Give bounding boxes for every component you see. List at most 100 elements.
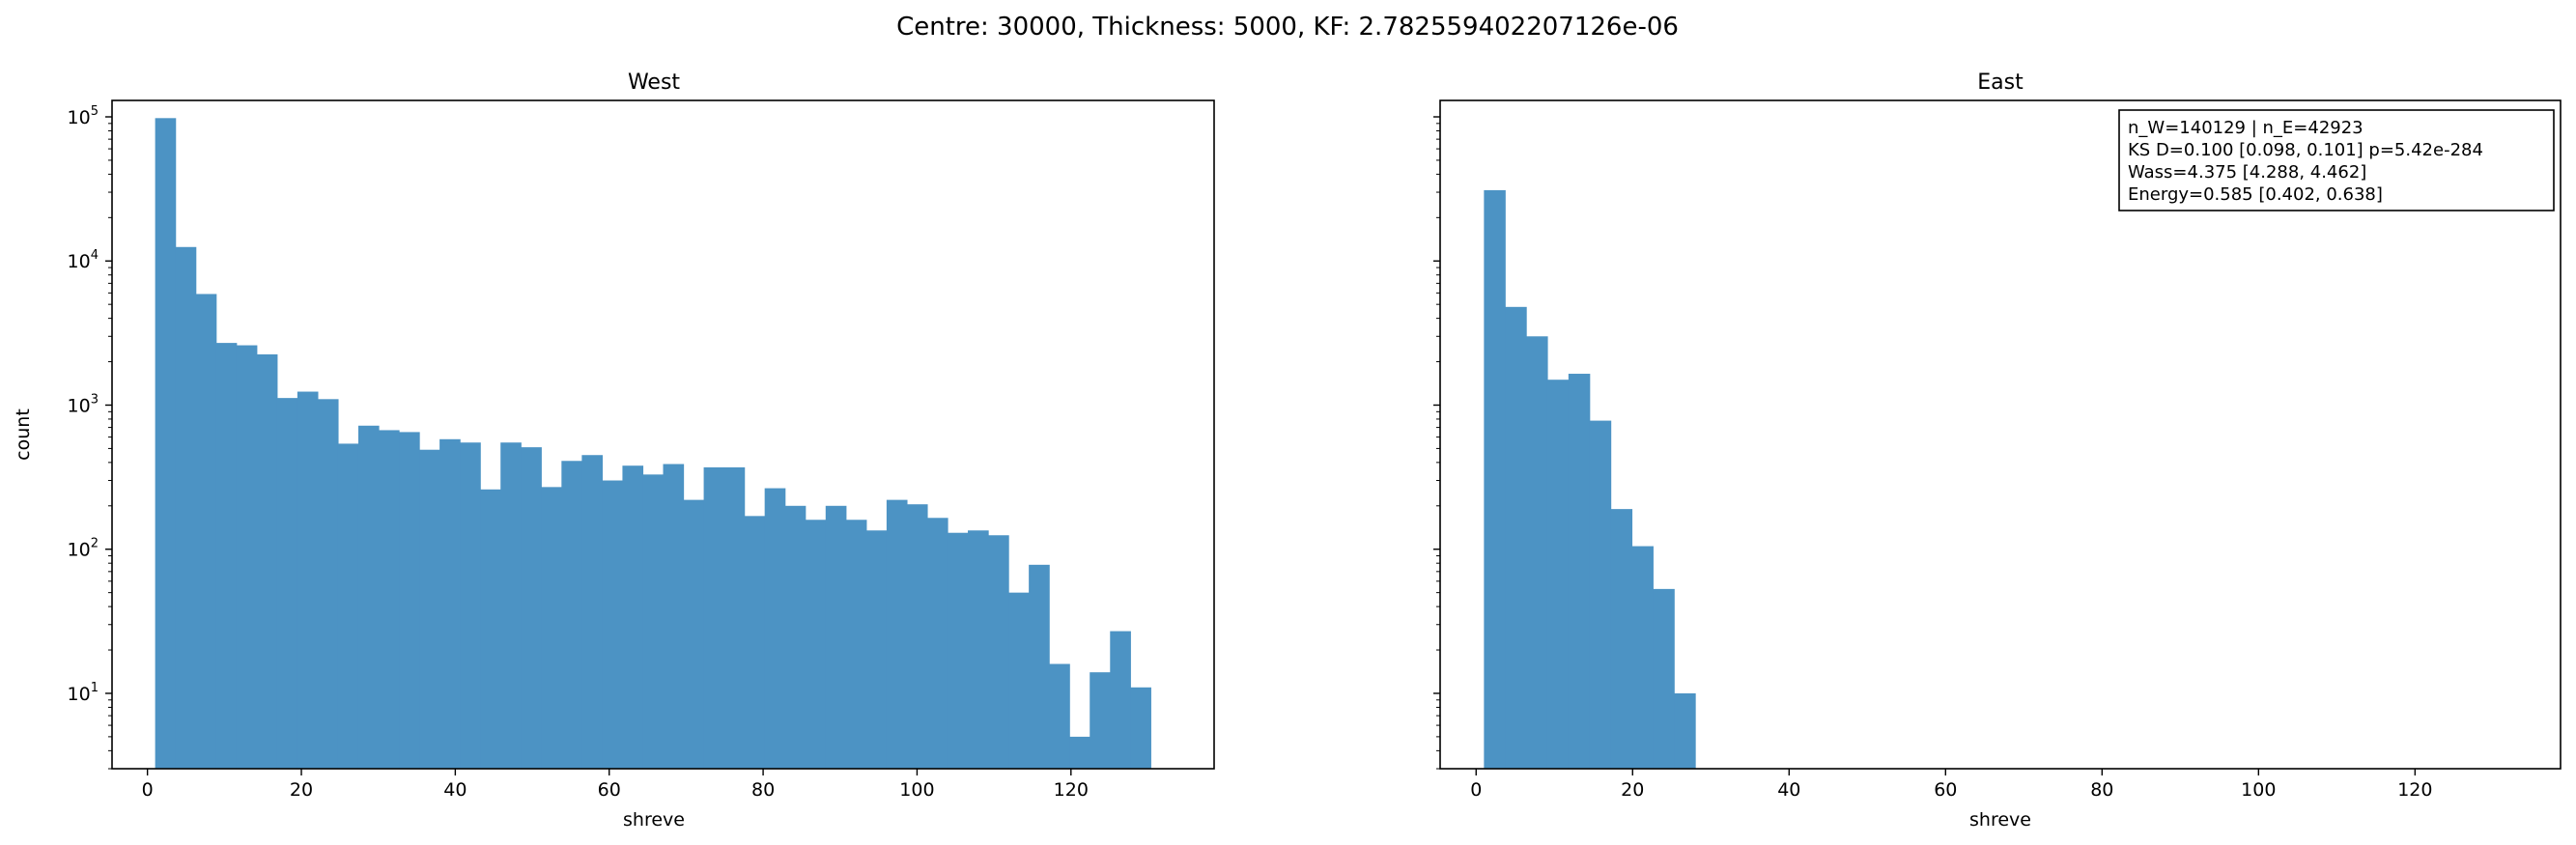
east-bar xyxy=(1484,189,1506,769)
east-stats-box-border xyxy=(2118,109,2555,211)
west-y-ticks: 101 102 103 104 105 xyxy=(68,104,112,770)
east-x-tick-label: 120 xyxy=(2397,779,2432,801)
west-bar xyxy=(825,505,847,769)
east-bar xyxy=(1610,509,1633,769)
west-bar xyxy=(155,118,177,770)
west-bar xyxy=(1029,564,1050,769)
west-bar xyxy=(906,504,928,769)
east-x-tick-label: 80 xyxy=(2090,779,2113,801)
east-axes-frame xyxy=(1439,99,2562,770)
west-bar xyxy=(379,430,400,769)
west-x-tick-label: 20 xyxy=(290,779,313,801)
west-bar xyxy=(561,461,582,769)
west-x-tick-label: 100 xyxy=(899,779,934,801)
west-bar xyxy=(337,443,359,769)
west-bar xyxy=(357,425,380,769)
west-y-tick-label: 103 xyxy=(68,392,99,416)
west-title: West xyxy=(628,70,680,95)
west-bar xyxy=(480,489,501,769)
west-bar xyxy=(683,499,705,769)
west-y-tick-label: 102 xyxy=(68,537,99,561)
west-bar xyxy=(744,516,766,769)
stats-line-2: KS D=0.100 [0.098, 0.101] p=5.42e-284 xyxy=(2128,140,2483,160)
west-y-tick-label: 105 xyxy=(68,104,99,128)
west-bar xyxy=(703,466,725,769)
west-y-tick-label: 101 xyxy=(68,681,99,705)
east-stats-box: n_W=140129 | n_E=42923 KS D=0.100 [0.098… xyxy=(2118,109,2555,211)
west-bar xyxy=(399,432,420,769)
west-bar xyxy=(195,294,217,769)
east-y-ticks xyxy=(1433,116,1440,770)
west-bar xyxy=(663,464,685,769)
west-bar xyxy=(805,520,827,769)
east-x-tick-label: 0 xyxy=(1470,779,1482,801)
west-bar xyxy=(1049,663,1070,769)
west-bar xyxy=(622,465,644,769)
west-bar xyxy=(460,442,481,769)
west-bar xyxy=(642,474,665,769)
west-bar xyxy=(784,505,807,769)
west-bars xyxy=(155,118,1151,770)
east-bar xyxy=(1674,692,1696,769)
east-x-ticks: 0 20 40 60 80 100 120 xyxy=(1470,769,2432,801)
east-x-tick-label: 40 xyxy=(1777,779,1800,801)
west-bar xyxy=(276,398,298,769)
west-panel: West 0 20 40 60 80 100 120 101 102 103 104 105 shr… xyxy=(13,70,1215,831)
east-bar xyxy=(1526,336,1548,769)
west-bar xyxy=(256,353,278,769)
east-bar xyxy=(1653,588,1675,769)
west-bar xyxy=(602,480,624,769)
west-bar xyxy=(988,535,1009,769)
west-bar xyxy=(865,530,888,769)
west-bar xyxy=(500,442,522,769)
west-bar xyxy=(297,391,319,769)
west-xlabel: shreve xyxy=(623,809,685,831)
west-ylabel: count xyxy=(13,408,34,461)
west-bar xyxy=(1008,592,1030,769)
east-xlabel: shreve xyxy=(1969,809,2031,831)
figure-suptitle: Centre: 30000, Thickness: 5000, KF: 2.78… xyxy=(896,13,1679,42)
east-x-tick-label: 60 xyxy=(1934,779,1957,801)
west-x-tick-label: 120 xyxy=(1054,779,1089,801)
west-bar xyxy=(926,518,948,769)
west-bar xyxy=(236,345,258,769)
west-bar xyxy=(581,455,603,769)
west-bar xyxy=(968,530,989,769)
west-bar xyxy=(1130,687,1151,769)
stats-line-1: n_W=140129 | n_E=42923 xyxy=(2128,118,2364,138)
east-title: East xyxy=(1977,70,2024,95)
east-bar xyxy=(1546,380,1570,769)
west-bar xyxy=(947,532,969,769)
east-bar xyxy=(1631,546,1654,769)
east-bar xyxy=(1505,306,1527,769)
west-x-ticks: 0 20 40 60 80 100 120 xyxy=(142,769,1089,801)
west-bar xyxy=(439,438,461,769)
east-panel: East 0 20 40 60 80 100 120 shreve n_W=140129 |… xyxy=(1433,70,2562,831)
east-x-tick-label: 20 xyxy=(1621,779,1644,801)
west-x-tick-label: 60 xyxy=(598,779,621,801)
west-bar xyxy=(1069,736,1090,769)
west-bar xyxy=(521,447,542,769)
west-x-tick-label: 80 xyxy=(751,779,775,801)
west-bar xyxy=(845,520,867,769)
west-bar xyxy=(764,488,786,769)
west-bar xyxy=(1090,672,1111,769)
east-x-tick-label: 100 xyxy=(2241,779,2276,801)
east-bars xyxy=(1484,189,1696,769)
west-bar xyxy=(317,399,339,769)
west-x-tick-label: 0 xyxy=(142,779,154,801)
east-bar xyxy=(1568,374,1591,769)
west-x-tick-label: 40 xyxy=(443,779,467,801)
stats-line-3: Wass=4.375 [4.288, 4.462] xyxy=(2128,162,2366,183)
west-bar xyxy=(886,499,908,769)
east-bar xyxy=(1589,420,1612,769)
west-y-tick-label: 104 xyxy=(68,248,99,272)
west-bar xyxy=(723,466,746,769)
west-bar xyxy=(541,487,562,769)
west-bar xyxy=(175,246,197,769)
stats-line-4: Energy=0.585 [0.402, 0.638] xyxy=(2128,184,2383,205)
west-bar xyxy=(215,343,238,769)
west-bar xyxy=(1110,631,1131,769)
west-axes-frame xyxy=(111,99,1215,770)
